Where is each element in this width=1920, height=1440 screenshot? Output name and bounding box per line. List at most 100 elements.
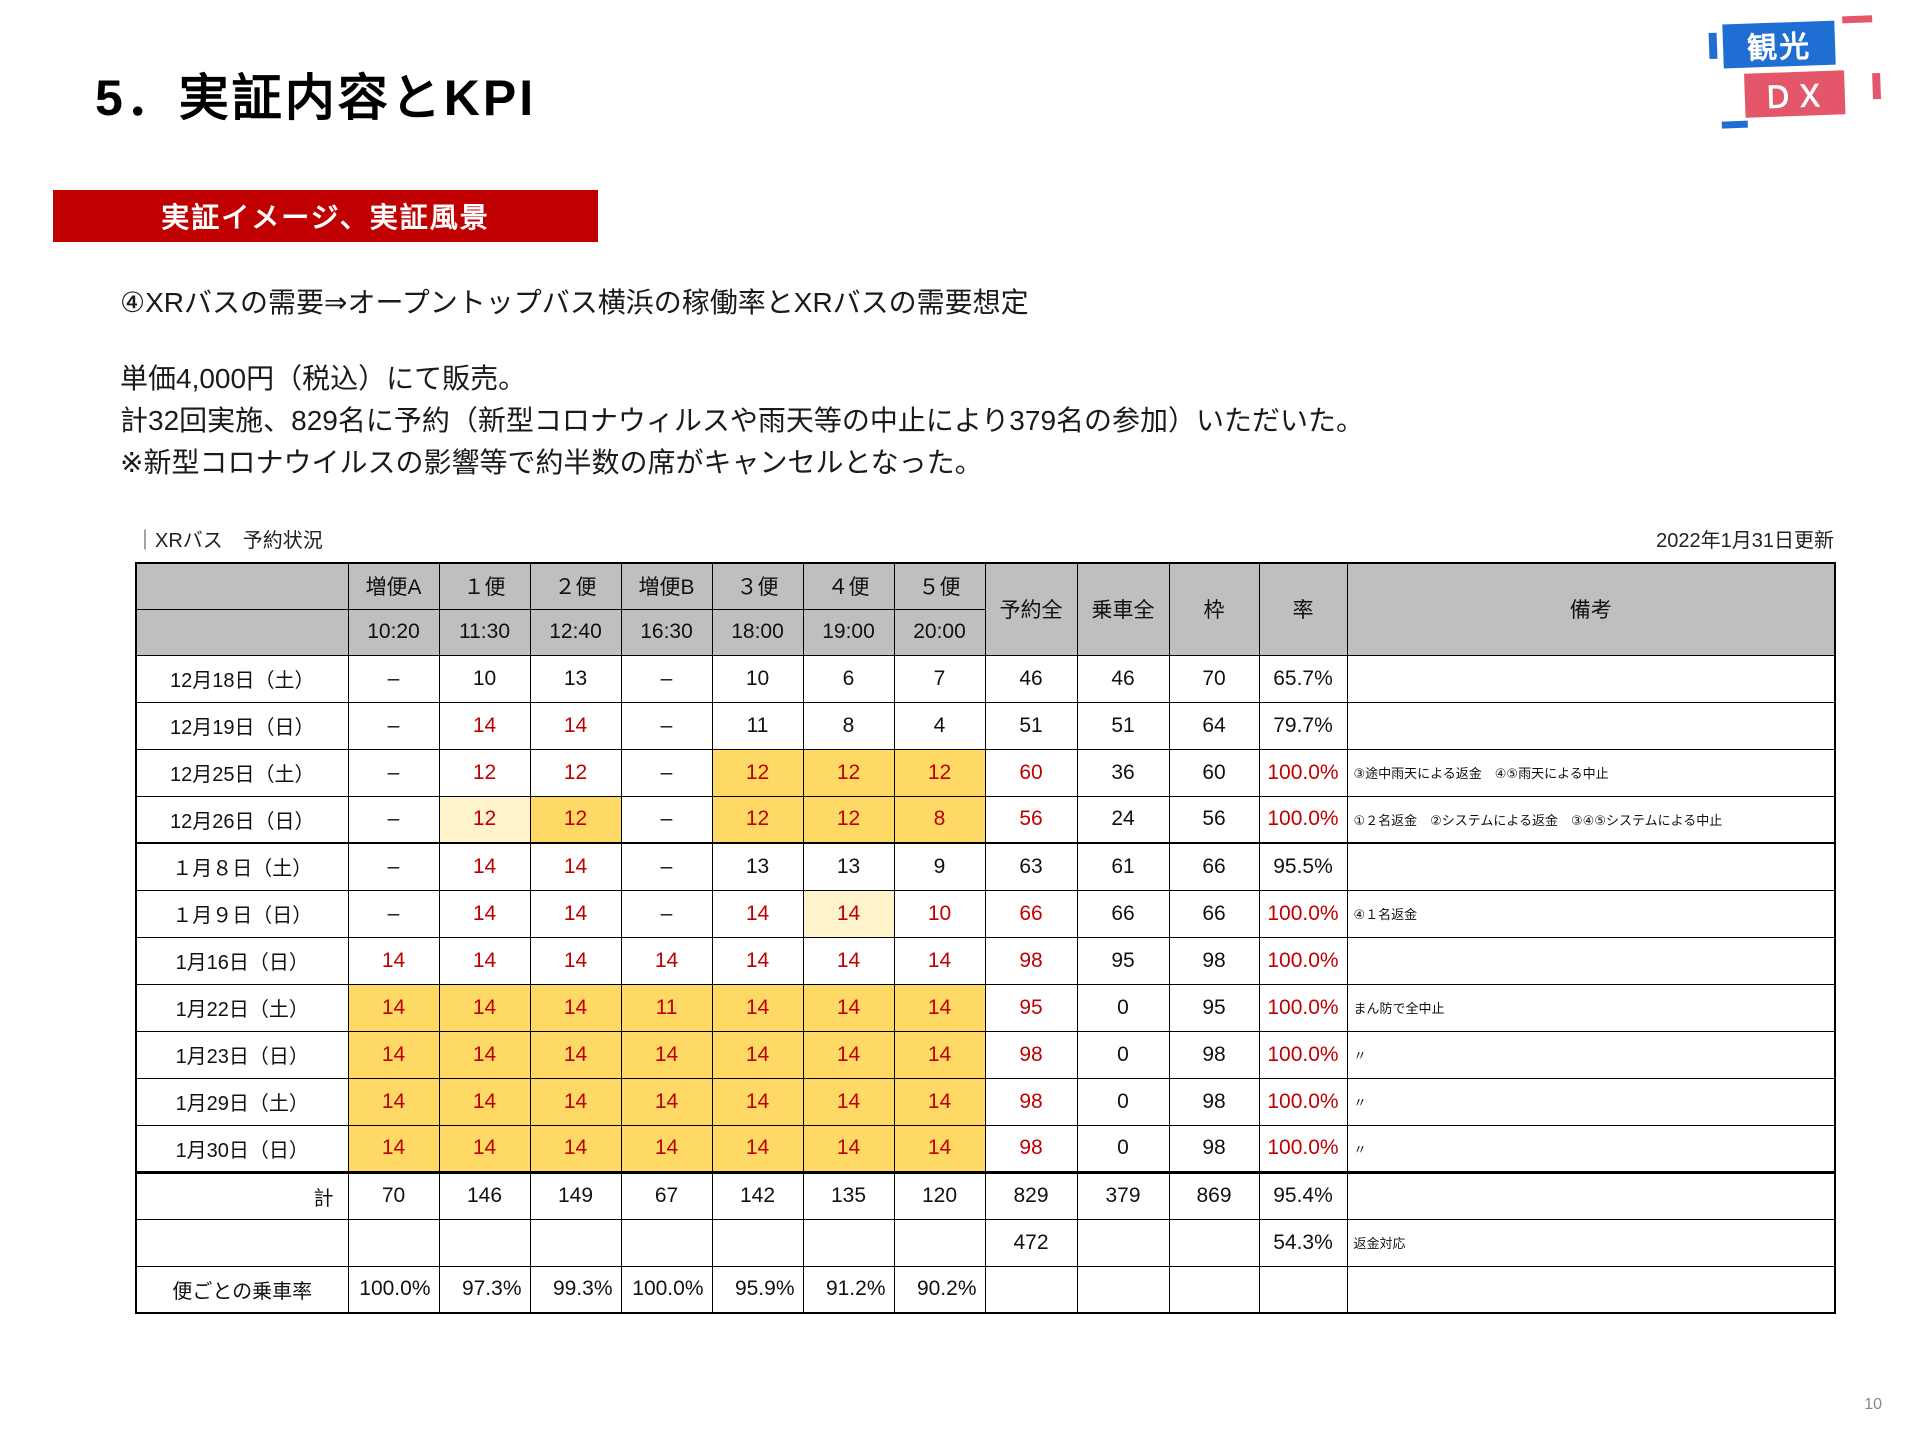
table-body: 12月18日（土） –10 13–10 6 7 46 46 70 65.7% 12月19日（日） –… [135,654,1836,1314]
value-cell: 12 [711,795,804,844]
value-cell: 7 [893,654,986,703]
logo-decoration [1872,73,1881,100]
value-cell: 97.3% [438,1265,531,1314]
table-row: 1月30日（日） 14 14 14 14 14 14 14 98 0 98 100.0% 〃 [135,1124,1836,1173]
value-cell: 0 [1076,1124,1170,1173]
value-cell [802,1218,895,1267]
summary-col-header: 備考 [1346,562,1836,656]
value-cell: 12 [438,795,531,844]
value-cell: 14 [529,1077,622,1126]
summary-col-header: 枠 [1168,562,1260,656]
value-cell: 379 [1076,1170,1170,1220]
value-cell: 14 [802,983,895,1032]
value-cell: 14 [529,936,622,985]
row-date-label: 12月26日（日） [135,795,349,844]
row-label: 便ごとの乗車率 [135,1265,349,1314]
value-cell: 95 [984,983,1078,1032]
value-cell: 95 [1076,936,1170,985]
value-cell: – [347,748,440,797]
table-row: １月９日（日） –14 14–14 14 10 66 66 66 100.0% ④１名返金 [135,889,1836,938]
value-cell: 90.2% [893,1265,986,1314]
bus-time-header: 20:00 [893,608,986,656]
value-cell: 98 [984,936,1078,985]
value-cell: 10 [711,654,804,703]
value-cell: 14 [893,936,986,985]
value-cell: 14 [711,983,804,1032]
value-cell: 14 [438,983,531,1032]
row-date-label: 12月25日（土） [135,748,349,797]
summary-col-header: 予約全 [984,562,1078,656]
bus-time-header: 10:20 [347,608,440,656]
header-row-times: 10:20 11:30 12:40 16:30 18:00 19:00 20:00 [135,608,1835,656]
value-cell: 36 [1076,748,1170,797]
bus-col-header: ３便 [711,562,804,610]
value-cell: 472 [984,1218,1078,1267]
value-cell: 146 [438,1170,531,1220]
value-cell: 100.0% [1258,1077,1348,1126]
value-cell: 14 [529,889,622,938]
row-date-label: 12月19日（日） [135,701,349,750]
value-cell: 98 [1168,1030,1260,1079]
row-date-label: １月８日（土） [135,842,349,891]
value-cell: 51 [1076,701,1170,750]
value-cell: 9 [893,842,986,891]
value-cell: 67 [620,1170,713,1220]
value-cell: 14 [620,1030,713,1079]
summary-col-header: 乗車全 [1076,562,1170,656]
table-row: 12月18日（土） –10 13–10 6 7 46 46 70 65.7% [135,654,1836,703]
value-cell [984,1265,1078,1314]
value-cell: 14 [620,936,713,985]
reservation-table: 増便A １便 ２便 増便B ３便 ４便 ５便 予約全 乗車全枠率備考 10:20 11:30 12:4… [135,562,1836,1314]
value-cell: 14 [893,1030,986,1079]
value-cell [438,1218,531,1267]
value-cell: 14 [802,1030,895,1079]
table-updated-date: 2022年1月31日更新 [1656,530,1834,552]
summary-col-header: 率 [1258,562,1348,656]
value-cell: 14 [438,842,531,891]
value-cell: 14 [529,1030,622,1079]
corner-header [135,608,349,656]
row-date-label: 1月30日（日） [135,1124,349,1173]
value-cell: 135 [802,1170,895,1220]
value-cell: 13 [529,654,622,703]
value-cell: 14 [347,1030,440,1079]
value-cell: 14 [711,1077,804,1126]
remarks-cell [1346,654,1836,703]
value-cell [1168,1218,1260,1267]
value-cell: 98 [984,1030,1078,1079]
section-badge: 実証イメージ、実証風景 [53,190,598,242]
page-number: 10 [1864,1396,1882,1413]
value-cell: 100.0% [620,1265,713,1314]
value-cell: 12 [438,748,531,797]
value-cell: 14 [802,1124,895,1173]
value-cell [893,1218,986,1267]
bus-time-header: 12:40 [529,608,622,656]
value-cell: 14 [711,889,804,938]
body-text: ④XRバスの需要⇒オープントップバス横浜の稼働率とXRバスの需要想定 単価4,0… [120,282,1364,484]
remarks-cell [1346,842,1836,891]
refund-row: 472 54.3% 返金対応 [135,1218,1836,1267]
value-cell: 95.5% [1258,842,1348,891]
value-cell [1258,1265,1348,1314]
remarks-cell: ①２名返金 ②システムによる返金 ③④⑤システムによる中止 [1346,795,1836,844]
value-cell: 56 [984,795,1078,844]
value-cell: 14 [347,1077,440,1126]
value-cell: 98 [984,1124,1078,1173]
value-cell: 12 [893,748,986,797]
remarks-cell: 〃 [1346,1030,1836,1079]
value-cell: 14 [529,1124,622,1173]
value-cell: 61 [1076,842,1170,891]
value-cell [347,1218,440,1267]
value-cell [1168,1265,1260,1314]
value-cell: 98 [1168,1124,1260,1173]
bus-col-header: １便 [438,562,531,610]
value-cell: 13 [711,842,804,891]
table-row: 12月19日（日） –14 14–11 8 4 51 51 64 79.7% [135,701,1836,750]
value-cell: 24 [1076,795,1170,844]
page-title: 5．実証内容とKPI [95,70,537,126]
value-cell: 99.3% [529,1265,622,1314]
value-cell: 869 [1168,1170,1260,1220]
value-cell: 66 [1168,842,1260,891]
logo-dx-text: ＤＸ [1762,79,1828,116]
